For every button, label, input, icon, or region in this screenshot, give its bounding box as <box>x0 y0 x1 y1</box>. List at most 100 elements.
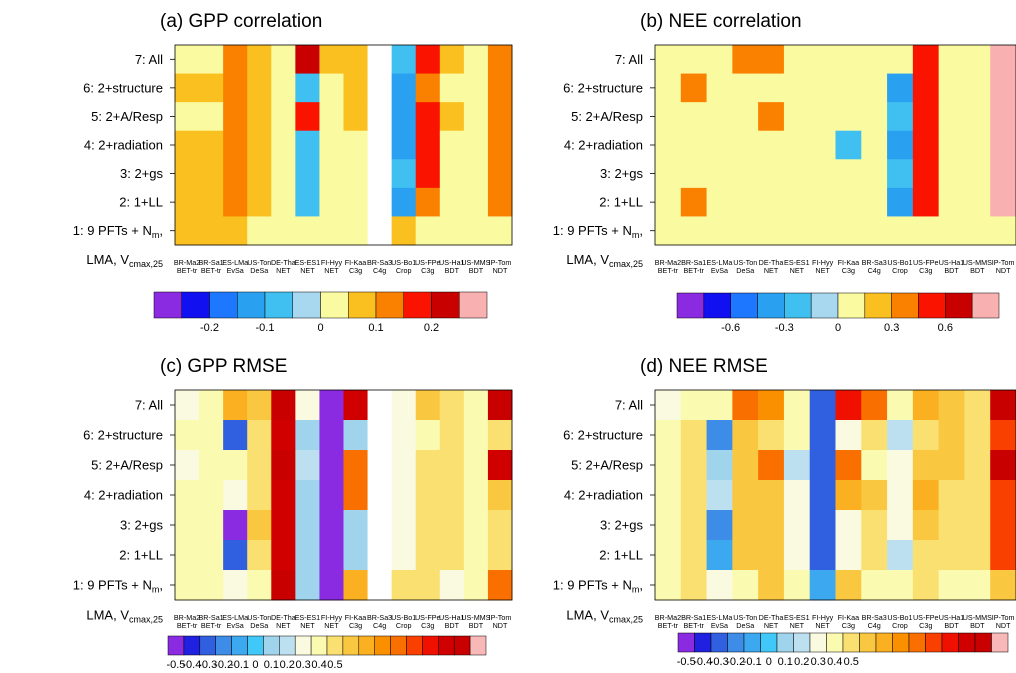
colorbar-swatch <box>743 632 761 653</box>
heatmap-cell <box>367 540 393 571</box>
heatmap-cell <box>223 570 248 601</box>
heatmap-cell <box>835 216 862 246</box>
row-label: 5: 2+A/Resp <box>91 458 163 473</box>
heatmap-cell <box>912 480 940 511</box>
column-label: BR-Ma2 <box>655 258 681 267</box>
colorbar-swatch <box>326 635 344 656</box>
column-label: US-FPe <box>415 258 441 267</box>
heatmap-cell <box>964 73 991 103</box>
heatmap-cell <box>680 390 707 421</box>
pft-label: BDT <box>445 266 460 275</box>
column-label: BR-Sa3 <box>862 613 887 622</box>
colorbar: -0.2 -0.1 0 0.1 0.2 <box>153 291 488 334</box>
heatmap-cell <box>706 159 733 189</box>
heatmap-cell <box>319 73 344 103</box>
heatmap-cell <box>319 102 344 132</box>
heatmap-cell <box>415 102 441 132</box>
heatmap-cell <box>367 510 393 541</box>
colorbar-swatch <box>991 632 1009 653</box>
colorbar-swatch <box>892 632 910 653</box>
heatmap-cell <box>861 390 888 421</box>
colorbar-swatch <box>810 292 839 319</box>
colorbar-swatch <box>320 291 349 319</box>
heatmap-cell <box>247 159 272 189</box>
heatmap-cell <box>680 73 707 103</box>
pft-label: BDT <box>445 621 460 630</box>
heatmap-cell <box>655 130 682 160</box>
column-label: FI-Hyy <box>321 613 343 622</box>
heatmap-cell <box>990 73 1016 103</box>
heatmap-cell <box>199 540 224 571</box>
heatmap-cell <box>680 216 707 246</box>
row-label: 1: 9 PFTs + Nm, <box>553 578 643 595</box>
heatmap-cell <box>295 130 320 160</box>
heatmap-cell <box>758 159 785 189</box>
pft-label: DeSa <box>250 621 268 630</box>
heatmap-cell <box>680 420 707 451</box>
heatmap-cell <box>680 45 707 74</box>
heatmap-cell <box>415 570 441 601</box>
colorbar-swatch <box>971 292 1000 319</box>
heatmap-cell <box>655 216 682 246</box>
heatmap-cell <box>861 480 888 511</box>
colorbar-tick-label: 0 <box>252 659 258 671</box>
colorbar-tick-label: -0.3 <box>710 656 729 668</box>
column-label: BR-Sa3 <box>367 258 392 267</box>
colorbar-swatch <box>677 632 695 653</box>
row-label: 3: 2+gs <box>600 166 644 181</box>
heatmap-cell <box>319 187 344 217</box>
colorbar-tick-label: -0.5 <box>166 659 185 671</box>
heatmap-cell <box>487 450 513 481</box>
heatmap-cell <box>938 570 965 601</box>
colorbar-tick-label: -0.1 <box>256 322 275 334</box>
heatmap-cell <box>964 450 991 481</box>
colorbar-swatch <box>941 632 959 653</box>
heatmap-cell <box>990 159 1016 189</box>
heatmap-cell <box>706 187 733 217</box>
row-label: 6: 2+structure <box>83 80 163 95</box>
heatmap-cell <box>487 390 513 421</box>
pft-label: NDT <box>493 266 508 275</box>
heatmap-cell <box>861 159 888 189</box>
column-label: BR-Ma2 <box>174 258 200 267</box>
pft-label: Crop <box>892 621 908 630</box>
row-label: 2: 1+LL <box>599 548 643 563</box>
heatmap-cell <box>391 45 417 74</box>
heatmap-cell <box>964 570 991 601</box>
heatmap-cell <box>809 510 836 541</box>
pft-label: NDT <box>996 621 1011 630</box>
column-label: US-Bo1 <box>887 613 912 622</box>
column-label: ES-ES1 <box>784 613 810 622</box>
heatmap-cell <box>391 390 417 421</box>
heatmap-cell <box>861 45 888 74</box>
heatmap-cell <box>732 510 759 541</box>
pft-label: BET-tr <box>177 266 198 275</box>
heatmap-cell <box>732 216 759 246</box>
heatmap-cell <box>835 510 862 541</box>
pft-label: BDT <box>970 266 985 275</box>
heatmap-cell <box>295 187 320 217</box>
column-label: US-Ton <box>733 258 757 267</box>
colorbar-tick-label: -0.6 <box>721 322 740 334</box>
heatmap-cell <box>809 73 836 103</box>
heatmap-cell <box>655 450 682 481</box>
row-label: 4: 2+radiation <box>564 488 643 503</box>
heatmap-cell <box>964 216 991 246</box>
heatmap-cell <box>732 570 759 601</box>
heatmap-cell <box>783 102 811 132</box>
heatmap-panel: (d) NEE RMSE 7: All 6: 2+structure 5: 2+A/R… <box>553 356 1016 668</box>
heatmap-cell <box>809 216 836 246</box>
heatmap-cell <box>861 450 888 481</box>
heatmap-cell <box>463 480 489 511</box>
row-label: 2: 1+LL <box>119 548 163 563</box>
heatmap-cell <box>861 216 888 246</box>
heatmap-cell <box>912 540 940 571</box>
heatmap-cell <box>706 570 733 601</box>
heatmap-cell <box>271 102 296 132</box>
colorbar-swatch <box>891 292 919 319</box>
heatmap-cell <box>680 480 707 511</box>
pft-label: C3g <box>421 266 434 275</box>
heatmap-cell <box>655 510 682 541</box>
row-label: 7: All <box>615 398 643 413</box>
heatmap-cell <box>247 510 272 541</box>
